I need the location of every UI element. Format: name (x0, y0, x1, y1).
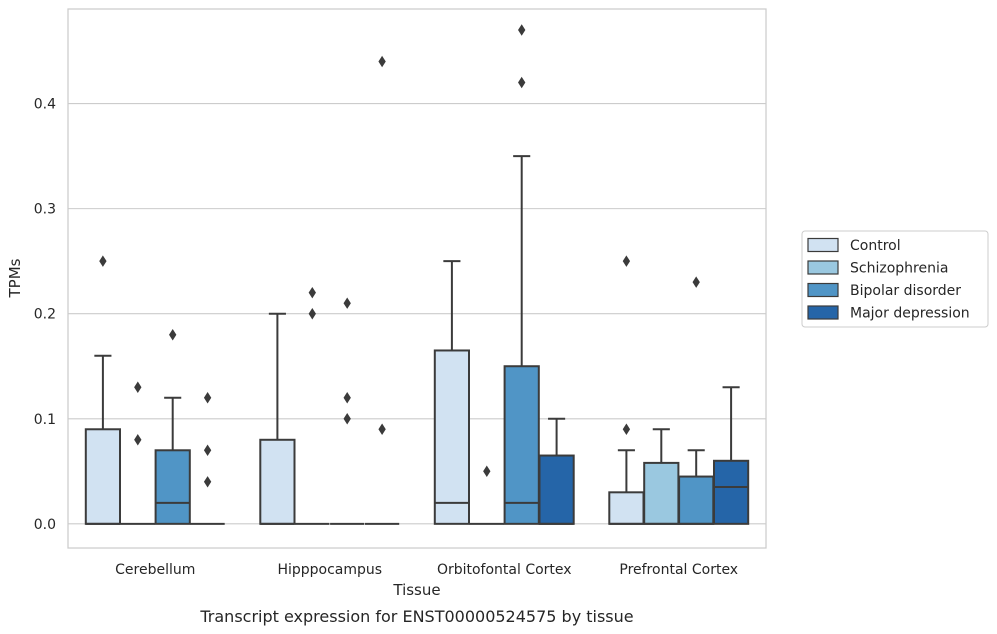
x-tick-label: Orbitofontal Cortex (437, 562, 572, 578)
y-tick-label: 0.0 (34, 517, 56, 533)
box-body (84, 428, 122, 525)
outlier-point (99, 255, 107, 267)
outlier-point (518, 24, 526, 36)
outlier-point (622, 423, 631, 436)
outlier-point (203, 476, 212, 488)
series-major-depression (190, 55, 750, 525)
legend-entry: Schizophrenia (807, 260, 948, 277)
box (678, 276, 715, 525)
legend-swatch (807, 237, 839, 253)
box (538, 417, 575, 525)
box-body (678, 475, 715, 525)
x-tick-label: Cerebellum (115, 562, 195, 578)
outlier-point (483, 465, 491, 478)
outlier-point (378, 55, 386, 68)
x-tick-label: Prefrontal Cortex (619, 562, 738, 578)
box-body (154, 449, 191, 525)
outlier-point (134, 434, 142, 446)
outlier-point (308, 286, 316, 299)
outlier-point (134, 381, 142, 393)
x-tick-labels: Cerebellum Hipppocampus Orbitofontal Corte… (115, 562, 738, 578)
box (469, 465, 504, 525)
legend-entries: Control Schizophrenia Bipolar disorder Majo… (807, 237, 970, 322)
outlier-point (378, 423, 386, 436)
legend-label: Schizophrenia (850, 261, 948, 277)
y-tick-labels: 0.0 0.1 0.2 0.3 0.4 (34, 97, 56, 533)
box (295, 286, 330, 525)
legend-label: Bipolar disorder (850, 283, 961, 299)
box-body (433, 349, 471, 525)
box (190, 392, 225, 525)
box (608, 255, 645, 525)
legend-swatch (807, 282, 839, 298)
chart-caption: Transcript expression for ENST0000052457… (199, 607, 633, 626)
outlier-point (343, 392, 351, 404)
y-tick-label: 0.4 (34, 97, 56, 113)
outlier-point (203, 444, 212, 457)
y-tick-label: 0.2 (34, 307, 56, 323)
outlier-point (169, 328, 177, 341)
outlier-point (692, 276, 700, 288)
box (120, 381, 155, 525)
outlier-point (518, 76, 526, 89)
box (712, 386, 750, 525)
box (259, 312, 296, 525)
box (503, 24, 540, 525)
box-body (259, 438, 296, 525)
legend-swatch (807, 260, 839, 275)
box (84, 255, 122, 525)
box (154, 328, 191, 525)
box-body (538, 454, 575, 525)
x-axis-title: Tissue (392, 581, 440, 599)
box (433, 260, 471, 525)
box (643, 428, 680, 525)
legend: Control Schizophrenia Bipolar disorder Majo… (801, 230, 989, 328)
legend-entry: Major depression (807, 305, 970, 322)
box-body (608, 491, 645, 525)
y-tick-label: 0.3 (34, 202, 56, 218)
series-schizophrenia (120, 286, 680, 525)
y-axis-title: TPMs (6, 258, 24, 298)
legend-label: Control (850, 238, 901, 254)
box-body (503, 365, 540, 525)
y-tick-label: 0.1 (34, 412, 56, 428)
box (364, 55, 400, 525)
legend-entry: Bipolar disorder (807, 282, 961, 299)
legend-swatch (807, 305, 839, 320)
outlier-point (343, 413, 351, 425)
outlier-point (203, 392, 212, 404)
series-control (84, 255, 645, 525)
legend-entry: Control (807, 237, 901, 254)
box-series-layer (84, 24, 750, 525)
series-bipolar-disorder (154, 24, 715, 525)
outlier-point (308, 307, 316, 320)
x-tick-label: Hipppocampus (277, 562, 382, 578)
legend-label: Major depression (850, 306, 970, 322)
box-body (712, 459, 750, 525)
box-body (643, 461, 680, 525)
outlier-point (622, 255, 631, 267)
plot-frame (67, 8, 767, 549)
box (330, 297, 365, 525)
legend-frame (801, 230, 989, 328)
outlier-point (343, 297, 351, 309)
